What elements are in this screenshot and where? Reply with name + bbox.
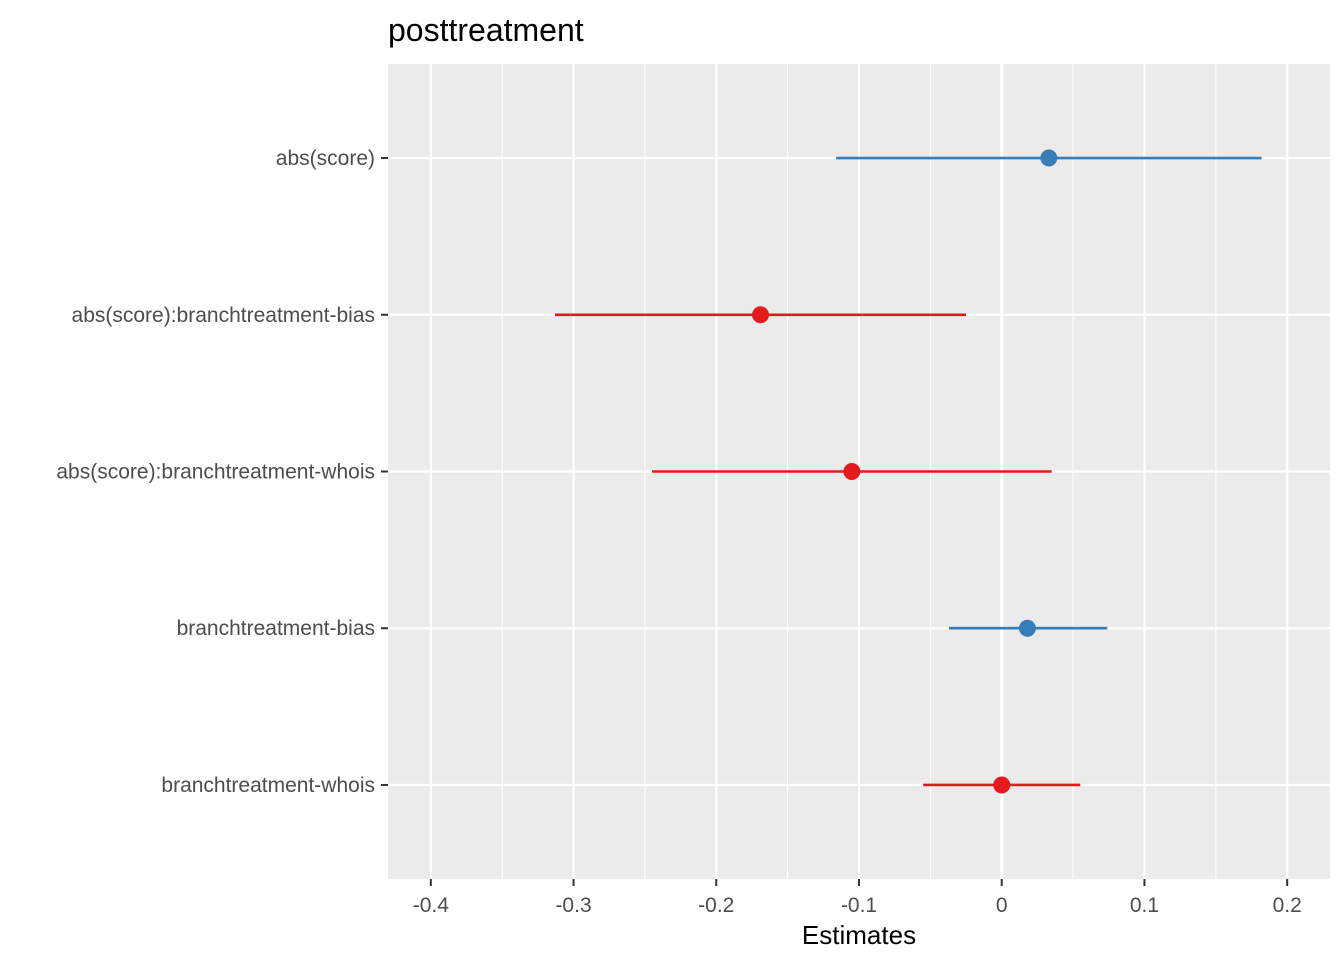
x-tick-label: -0.1 (841, 894, 877, 917)
x-tick-label: -0.2 (698, 894, 734, 917)
estimate-point (1040, 149, 1058, 167)
y-tick-label: abs(score):branchtreatment-bias (72, 304, 375, 327)
y-tick-label: abs(score) (276, 147, 375, 170)
estimate-point (752, 306, 770, 324)
estimate-marks (554, 149, 1262, 794)
y-axis: abs(score) abs(score):branchtreatment-bia… (56, 147, 388, 797)
x-tick-label: 0.2 (1273, 894, 1302, 917)
y-tick-label: abs(score):branchtreatment-whois (56, 461, 375, 484)
chart-title: posttreatment (388, 12, 584, 48)
x-tick-label: -0.3 (555, 894, 591, 917)
y-tick-label: branchtreatment-bias (177, 617, 375, 640)
y-tick-label: branchtreatment-whois (161, 774, 375, 797)
x-tick-label: 0 (996, 894, 1008, 917)
x-axis-label: Estimates (802, 920, 916, 950)
estimate-point (993, 776, 1011, 794)
x-tick-label: 0.1 (1130, 894, 1159, 917)
x-tick-label: -0.4 (413, 894, 450, 917)
x-axis: -0.4 -0.3 -0.2 -0.1 0 0.1 0.2 (413, 879, 1302, 917)
estimate-point (843, 463, 861, 480)
estimate-point (1018, 619, 1036, 637)
